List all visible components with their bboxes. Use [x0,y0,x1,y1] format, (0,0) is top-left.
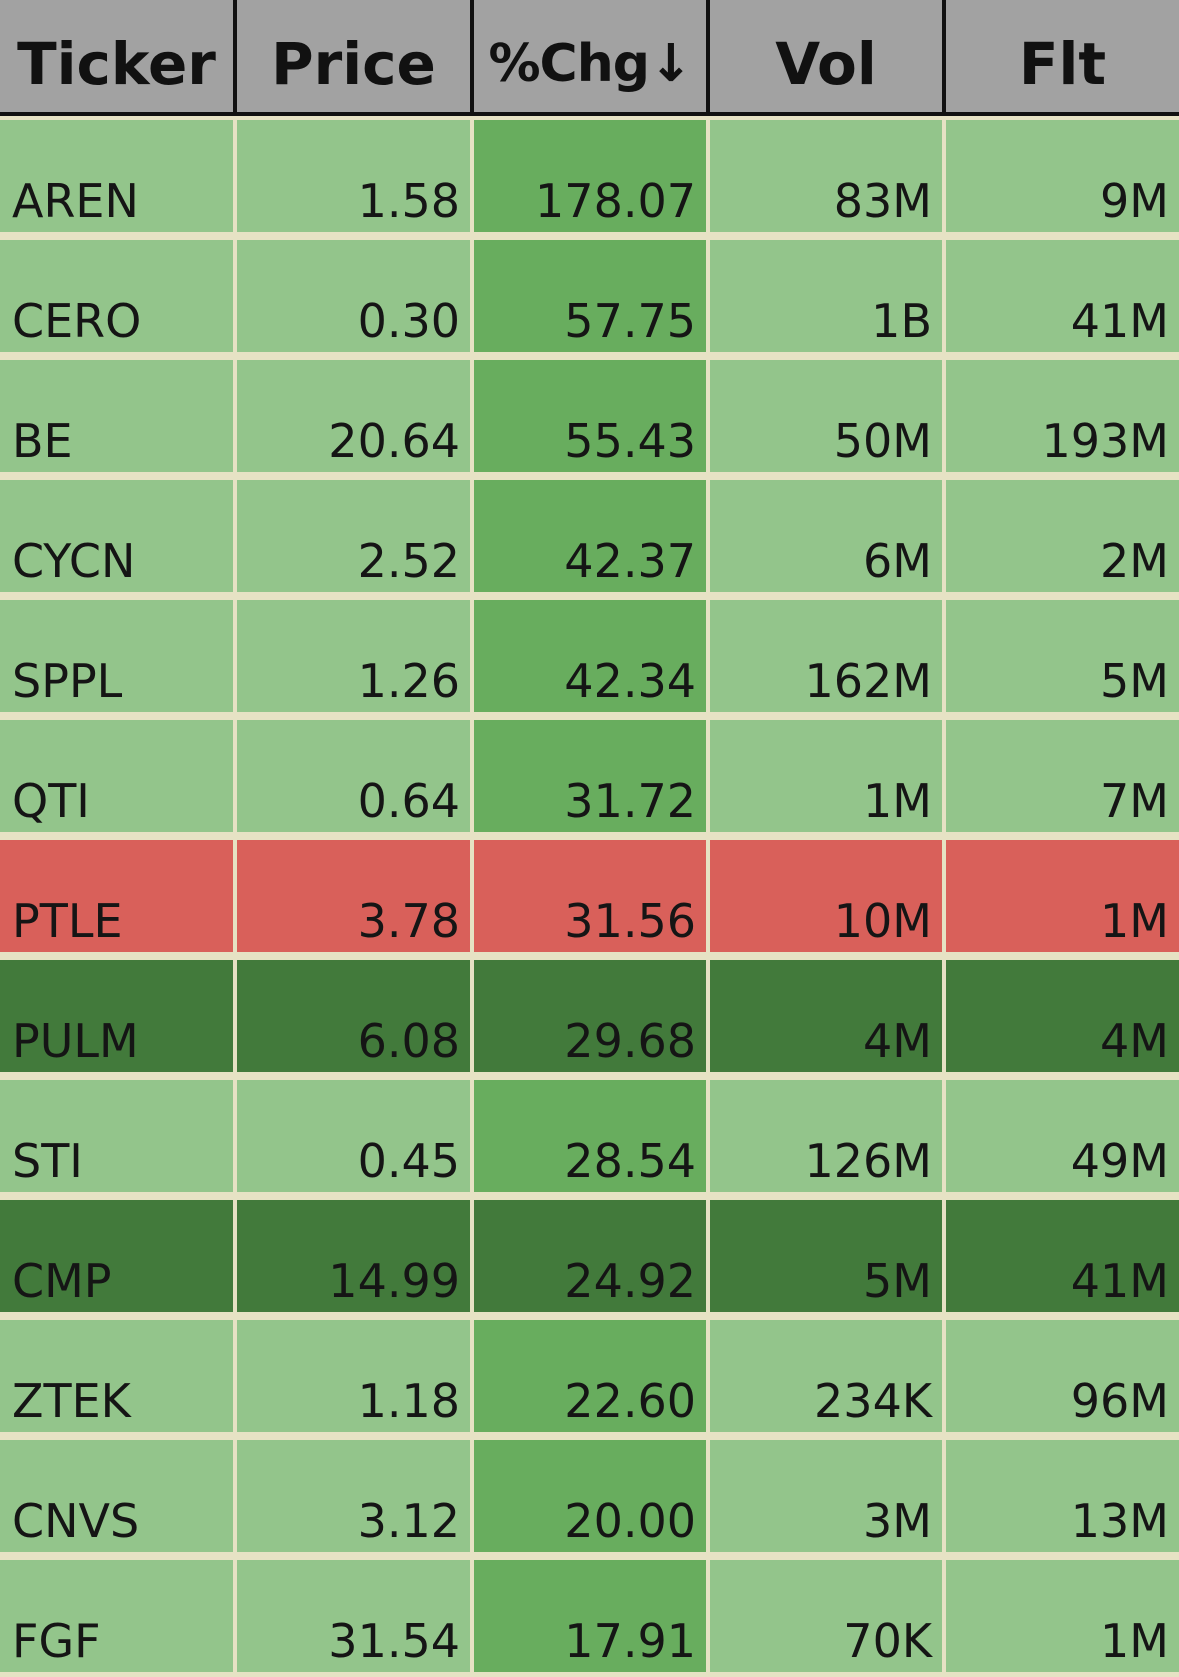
ticker-cell: ZTEK [0,1320,233,1432]
volume-cell: 70K [710,1560,942,1672]
volume-cell: 50M [710,360,942,472]
table-row[interactable]: AREN 1.58 178.07 83M 9M [0,116,1179,232]
pct-change-cell: 31.56 [474,840,706,952]
price-cell: 1.18 [237,1320,470,1432]
price-cell: 31.54 [237,1560,470,1672]
price-cell: 3.12 [237,1440,470,1552]
float-cell: 41M [946,240,1179,352]
column-header-price[interactable]: Price [237,0,470,112]
volume-cell: 4M [710,960,942,1072]
table-row[interactable]: STI 0.45 28.54 126M 49M [0,1076,1179,1192]
column-header-pct-change[interactable]: %Chg↓ [474,0,706,112]
price-cell: 14.99 [237,1200,470,1312]
price-cell: 20.64 [237,360,470,472]
ticker-cell: PTLE [0,840,233,952]
volume-cell: 162M [710,600,942,712]
float-cell: 193M [946,360,1179,472]
column-header-ticker[interactable]: Ticker [0,0,233,112]
pct-change-cell: 31.72 [474,720,706,832]
table-row[interactable]: SPPL 1.26 42.34 162M 5M [0,596,1179,712]
column-header-volume[interactable]: Vol [710,0,942,112]
float-cell: 1M [946,1560,1179,1672]
table-row[interactable]: CMP 14.99 24.92 5M 41M [0,1196,1179,1312]
ticker-cell: SPPL [0,600,233,712]
column-header-price-label: Price [271,30,436,98]
pct-change-cell: 42.37 [474,480,706,592]
ticker-cell: QTI [0,720,233,832]
volume-cell: 126M [710,1080,942,1192]
pct-change-cell: 55.43 [474,360,706,472]
pct-change-cell: 24.92 [474,1200,706,1312]
ticker-cell: FGF [0,1560,233,1672]
volume-cell: 83M [710,120,942,232]
float-cell: 5M [946,600,1179,712]
ticker-cell: CMP [0,1200,233,1312]
ticker-cell: CNVS [0,1440,233,1552]
volume-cell: 234K [710,1320,942,1432]
float-cell: 13M [946,1440,1179,1552]
float-cell: 1M [946,840,1179,952]
price-cell: 0.64 [237,720,470,832]
pct-change-cell: 42.34 [474,600,706,712]
price-cell: 6.08 [237,960,470,1072]
float-cell: 2M [946,480,1179,592]
pct-change-cell: 17.91 [474,1560,706,1672]
table-row[interactable]: ZTEK 1.18 22.60 234K 96M [0,1316,1179,1432]
float-cell: 7M [946,720,1179,832]
volume-cell: 3M [710,1440,942,1552]
ticker-cell: BE [0,360,233,472]
sort-descending-icon: ↓ [648,34,693,94]
volume-cell: 1M [710,720,942,832]
table-row[interactable]: CNVS 3.12 20.00 3M 13M [0,1436,1179,1552]
float-cell: 9M [946,120,1179,232]
price-cell: 3.78 [237,840,470,952]
ticker-cell: CYCN [0,480,233,592]
volume-cell: 1B [710,240,942,352]
volume-cell: 5M [710,1200,942,1312]
column-header-float-label: Flt [1018,30,1107,98]
table-row[interactable]: FGF 31.54 17.91 70K 1M [0,1556,1179,1672]
table-row[interactable]: QTI 0.64 31.72 1M 7M [0,716,1179,832]
ticker-cell: STI [0,1080,233,1192]
table-row[interactable]: CERO 0.30 57.75 1B 41M [0,236,1179,352]
column-header-pct-change-label: %Chg [488,34,650,94]
price-cell: 1.58 [237,120,470,232]
volume-cell: 10M [710,840,942,952]
table-row[interactable]: PULM 6.08 29.68 4M 4M [0,956,1179,1072]
price-cell: 1.26 [237,600,470,712]
float-cell: 96M [946,1320,1179,1432]
table-header: Ticker Price %Chg↓ Vol Flt [0,0,1179,116]
pct-change-cell: 178.07 [474,120,706,232]
float-cell: 49M [946,1080,1179,1192]
pct-change-cell: 22.60 [474,1320,706,1432]
pct-change-cell: 29.68 [474,960,706,1072]
price-cell: 2.52 [237,480,470,592]
price-cell: 0.30 [237,240,470,352]
ticker-cell: AREN [0,120,233,232]
pct-change-cell: 28.54 [474,1080,706,1192]
column-header-float[interactable]: Flt [946,0,1179,112]
ticker-cell: PULM [0,960,233,1072]
float-cell: 4M [946,960,1179,1072]
table-row[interactable]: BE 20.64 55.43 50M 193M [0,356,1179,472]
pct-change-cell: 20.00 [474,1440,706,1552]
price-cell: 0.45 [237,1080,470,1192]
pct-change-cell: 57.75 [474,240,706,352]
ticker-cell: CERO [0,240,233,352]
table-row[interactable]: CYCN 2.52 42.37 6M 2M [0,476,1179,592]
column-header-ticker-label: Ticker [17,30,216,98]
float-cell: 41M [946,1200,1179,1312]
volume-cell: 6M [710,480,942,592]
table-row[interactable]: PTLE 3.78 31.56 10M 1M [0,836,1179,952]
column-header-volume-label: Vol [775,30,877,98]
